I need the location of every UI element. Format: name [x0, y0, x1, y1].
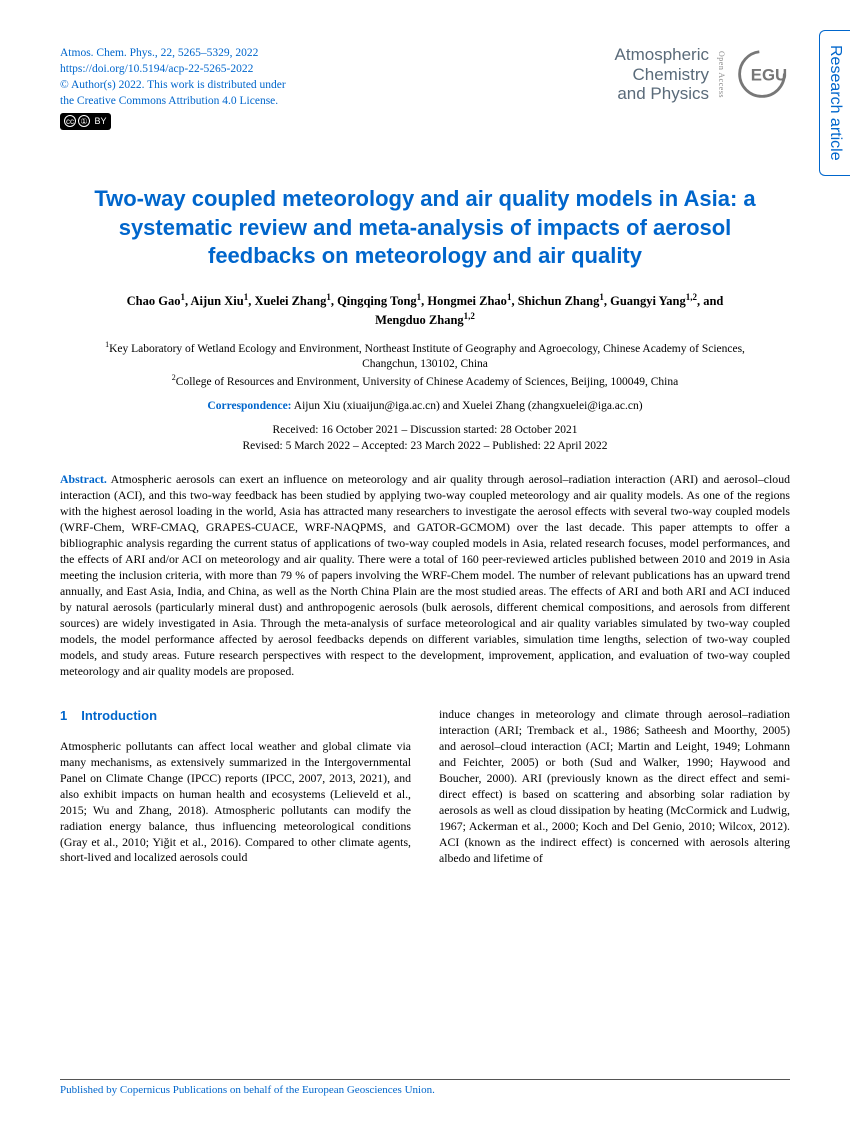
- journal-name: Atmospheric Chemistry and Physics: [615, 45, 709, 104]
- abstract-label: Abstract.: [60, 472, 107, 486]
- column-right: induce changes in meteorology and climat…: [439, 707, 790, 866]
- body-columns: 1 Introduction Atmospheric pollutants can…: [60, 707, 790, 866]
- copyright-line2: the Creative Commons Attribution 4.0 Lic…: [60, 93, 286, 109]
- svg-text:EGU: EGU: [751, 66, 787, 85]
- cc-badge: cc① BY: [60, 113, 111, 130]
- body-paragraph: Atmospheric pollutants can affect local …: [60, 739, 411, 866]
- abstract: Abstract. Atmospheric aerosols can exert…: [60, 472, 790, 679]
- journal-block: Atmospheric Chemistry and Physics Open A…: [615, 45, 790, 104]
- authors-list: Chao Gao1, Aijun Xiu1, Xuelei Zhang1, Qi…: [100, 291, 750, 330]
- affiliations: 1Key Laboratory of Wetland Ecology and E…: [90, 340, 760, 390]
- section-number: 1: [60, 708, 67, 723]
- affiliation-2: 2College of Resources and Environment, U…: [90, 373, 760, 390]
- copyright-line1: © Author(s) 2022. This work is distribut…: [60, 77, 286, 93]
- egu-logo-icon: EGU: [734, 46, 790, 102]
- correspondence: Correspondence: Aijun Xiu (xiuaijun@iga.…: [100, 400, 750, 412]
- journal-line2: Chemistry: [615, 65, 709, 85]
- section-heading: 1 Introduction: [60, 707, 411, 725]
- doi-link[interactable]: https://doi.org/10.5194/acp-22-5265-2022: [60, 63, 253, 75]
- dates-line1: Received: 16 October 2021 – Discussion s…: [100, 422, 750, 438]
- affiliation-1: 1Key Laboratory of Wetland Ecology and E…: [90, 340, 760, 373]
- open-access-label: Open Access: [717, 51, 726, 98]
- header-row: Atmos. Chem. Phys., 22, 5265–5329, 2022 …: [60, 45, 790, 130]
- correspondence-text: Aijun Xiu (xiuaijun@iga.ac.cn) and Xuele…: [292, 400, 643, 412]
- journal-line3: and Physics: [615, 84, 709, 104]
- footer: Published by Copernicus Publications on …: [60, 1079, 790, 1096]
- citation-line: Atmos. Chem. Phys., 22, 5265–5329, 2022: [60, 45, 286, 61]
- body-paragraph: induce changes in meteorology and climat…: [439, 707, 790, 866]
- journal-line1: Atmospheric: [615, 45, 709, 65]
- publication-dates: Received: 16 October 2021 – Discussion s…: [100, 422, 750, 454]
- section-title: Introduction: [81, 708, 157, 723]
- abstract-text: Atmospheric aerosols can exert an influe…: [60, 472, 790, 677]
- paper-title: Two-way coupled meteorology and air qual…: [90, 185, 760, 271]
- dates-line2: Revised: 5 March 2022 – Accepted: 23 Mar…: [100, 438, 750, 454]
- citation-block: Atmos. Chem. Phys., 22, 5265–5329, 2022 …: [60, 45, 286, 130]
- column-left: 1 Introduction Atmospheric pollutants can…: [60, 707, 411, 866]
- side-tab: Research article: [819, 30, 850, 176]
- correspondence-label: Correspondence:: [207, 400, 291, 412]
